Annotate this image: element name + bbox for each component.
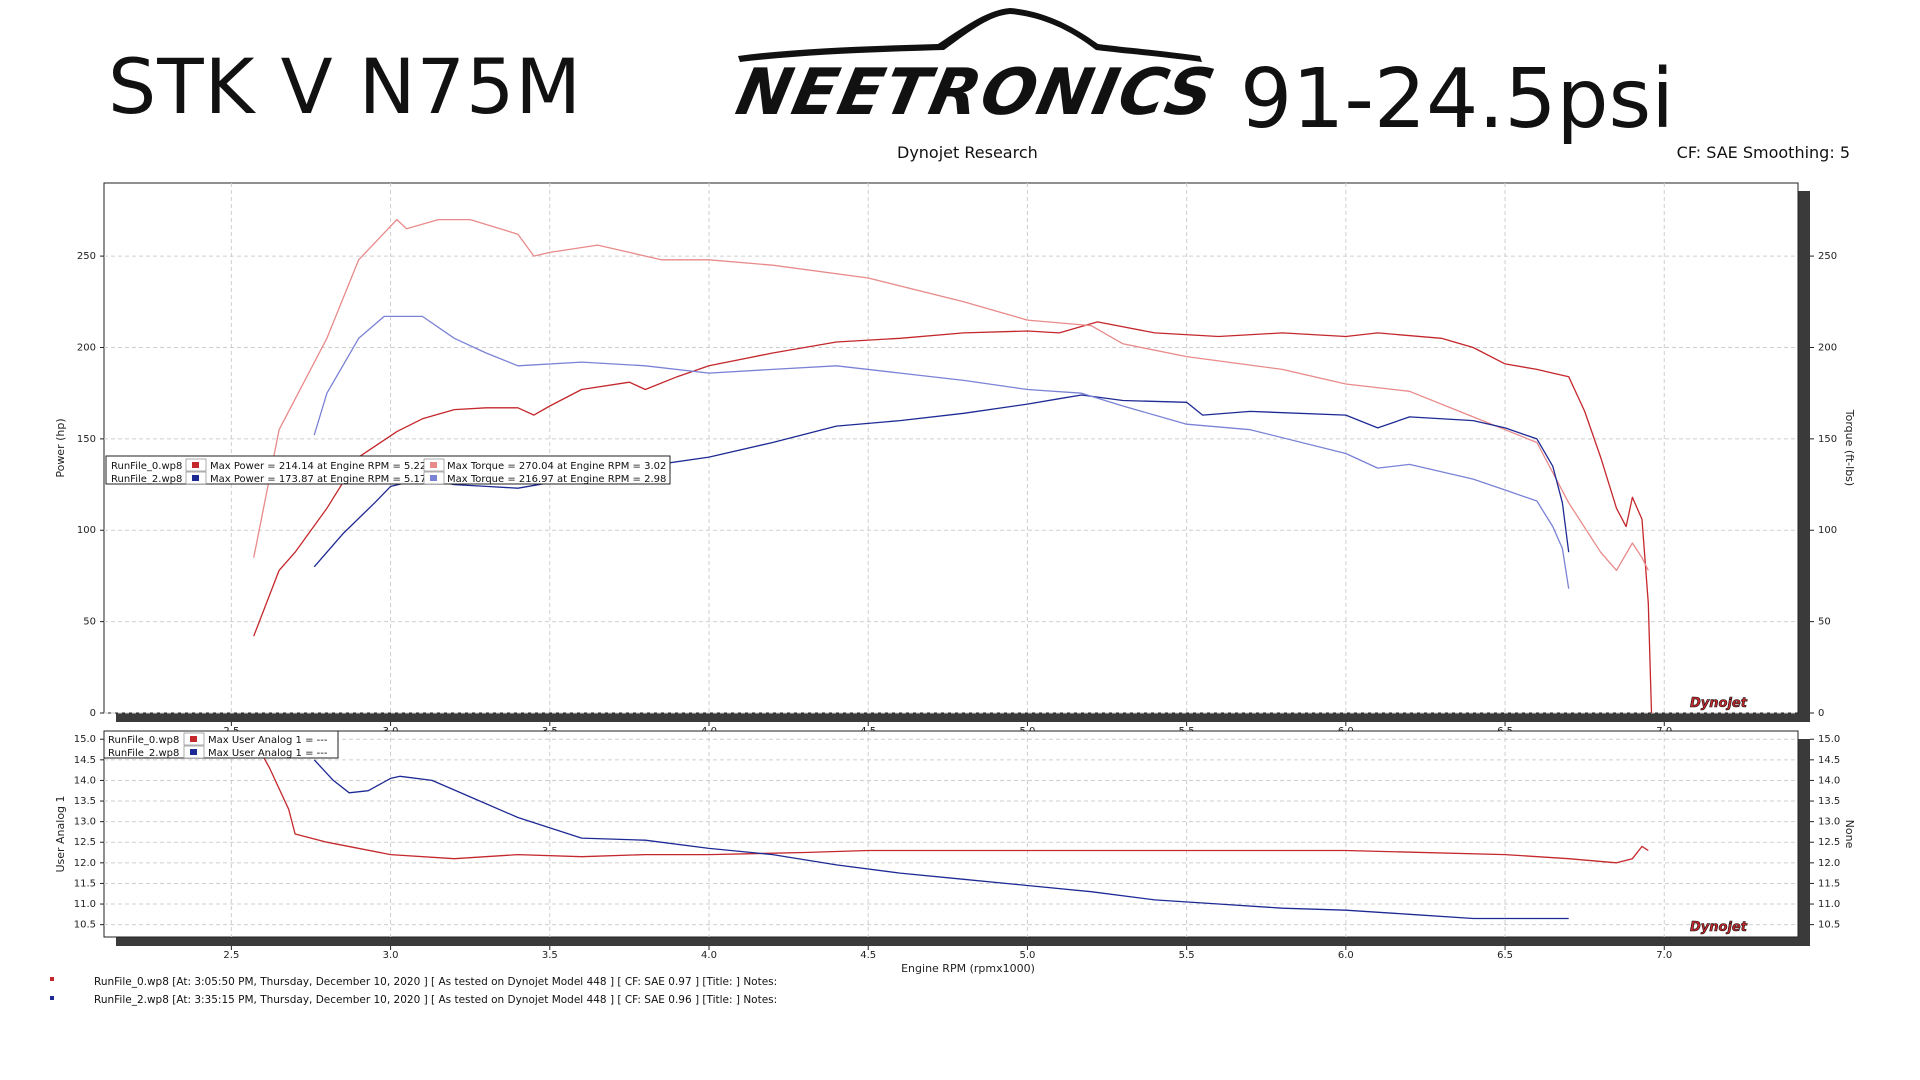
y-axis-label: User Analog 1	[54, 795, 67, 872]
series-line-runfile0-power	[253, 321, 1653, 714]
legend-analog-swatch	[190, 749, 197, 755]
y-axis-label-right: None	[1843, 820, 1856, 849]
footer-run2: RunFile_2.wp8 [At: 3:35:15 PM, Thursday,…	[94, 994, 778, 1006]
y-axis-label: Power (hp)	[54, 418, 67, 477]
y-tick-label-right: 13.0	[1818, 817, 1840, 828]
y-tick-label-right: 100	[1818, 525, 1837, 536]
legend-file-name: RunFile_2.wp8	[111, 474, 182, 485]
cf-smoothing-label: CF: SAE Smoothing: 5	[1676, 143, 1850, 162]
y-tick-label: 14.0	[74, 775, 96, 786]
legend-torque-swatch	[430, 462, 437, 468]
x-tick-label: 4.0	[701, 950, 717, 961]
footer-run0: RunFile_0.wp8 [At: 3:05:50 PM, Thursday,…	[94, 976, 778, 988]
y-tick-label: 15.0	[74, 734, 96, 745]
x-tick-label: 6.0	[1338, 950, 1354, 961]
y-tick-label-right: 12.0	[1818, 858, 1840, 869]
legend-max-torque: Max Torque = 216.97 at Engine RPM = 2.98	[447, 474, 666, 485]
y-tick-label: 13.5	[74, 796, 96, 807]
x-tick-label: 5.5	[1179, 950, 1195, 961]
x-tick-label: 3.0	[383, 950, 399, 961]
plot-area	[103, 182, 1799, 714]
y-tick-label-right: 11.5	[1818, 878, 1840, 889]
series-line-runfile2-power	[313, 394, 1570, 568]
y-tick-label-right: 10.5	[1818, 920, 1840, 931]
y-tick-label: 13.0	[74, 817, 96, 828]
legend-max-power: Max Power = 173.87 at Engine RPM = 5.17	[210, 474, 426, 485]
run0-color-dot	[50, 977, 54, 981]
legend-file-name: RunFile_0.wp8	[108, 735, 179, 746]
plot-area	[103, 730, 1799, 938]
x-axis-label: Engine RPM (rpmx1000)	[901, 962, 1035, 975]
chart-subtitle: Dynojet Research	[897, 143, 1038, 162]
y-tick-label: 11.0	[74, 899, 96, 910]
y-axis-label-right: Torque (ft-lbs)	[1843, 409, 1856, 486]
x-tick-label: 6.5	[1497, 950, 1513, 961]
y-tick-label: 50	[83, 617, 96, 628]
x-tick-label: 5.0	[1019, 950, 1035, 961]
legend-torque-swatch	[430, 475, 437, 481]
analog-legend: RunFile_0.wp8 Max User Analog 1 = --- RunF…	[103, 730, 339, 759]
x-tick-label: 3.5	[542, 950, 558, 961]
series-line-runfile0-torque	[253, 218, 1649, 572]
series-line-runfile2-torque	[313, 315, 1570, 589]
legend-power-swatch	[192, 475, 199, 481]
y-tick-label: 200	[77, 342, 96, 353]
run2-color-dot	[50, 996, 54, 1000]
y-tick-label-right: 50	[1818, 617, 1831, 628]
y-tick-label: 10.5	[74, 920, 96, 931]
y-tick-label: 14.5	[74, 755, 96, 766]
y-tick-label: 0	[90, 708, 96, 719]
y-tick-label-right: 250	[1818, 251, 1837, 262]
y-tick-label-right: 150	[1818, 434, 1837, 445]
x-tick-label: 2.5	[223, 950, 239, 961]
legend-max-power: Max Power = 214.14 at Engine RPM = 5.22	[210, 461, 426, 472]
legend-max-analog: Max User Analog 1 = ---	[208, 735, 328, 746]
dyno-title-left: STK V N75M	[108, 42, 582, 131]
dynojet-logo: Dynojet	[1690, 696, 1748, 711]
y-tick-label: 11.5	[74, 878, 96, 889]
y-tick-label-right: 15.0	[1818, 734, 1840, 745]
y-tick-label: 150	[77, 434, 96, 445]
y-tick-label-right: 13.5	[1818, 796, 1840, 807]
power-torque-legend: RunFile_0.wp8 Max Power = 214.14 at Engin…	[105, 455, 671, 485]
y-tick-label-right: 200	[1818, 342, 1837, 353]
panel-1: 2.5 3.0 3.5 4.0 4.5 5.0 5.5 6.0 6.5 7.0 10.5 10.5 11…	[54, 730, 1856, 961]
y-tick-label: 12.0	[74, 858, 96, 869]
y-tick-label: 100	[77, 525, 96, 536]
legend-max-analog: Max User Analog 1 = ---	[208, 748, 328, 759]
y-tick-label: 12.5	[74, 837, 96, 848]
x-tick-label: 4.5	[860, 950, 876, 961]
legend-power-swatch	[192, 462, 199, 468]
x-tick-label: 7.0	[1656, 950, 1672, 961]
y-tick-label-right: 14.0	[1818, 775, 1840, 786]
dynojet-logo: Dynojet	[1690, 920, 1748, 935]
y-tick-label-right: 11.0	[1818, 899, 1840, 910]
legend-file-name: RunFile_0.wp8	[111, 461, 182, 472]
dyno-title-right: 91-24.5psi	[1240, 52, 1675, 147]
legend-max-torque: Max Torque = 270.04 at Engine RPM = 3.02	[447, 461, 666, 472]
series-line-runfile2-analog	[313, 759, 1569, 920]
y-tick-label: 250	[77, 251, 96, 262]
y-tick-label-right: 0	[1818, 708, 1824, 719]
y-tick-label-right: 12.5	[1818, 837, 1840, 848]
legend-file-name: RunFile_2.wp8	[108, 748, 179, 759]
neetronics-logo: NEETRONICS	[730, 4, 1222, 130]
car-silhouette-icon	[738, 8, 1202, 62]
y-tick-label-right: 14.5	[1818, 755, 1840, 766]
legend-analog-swatch	[190, 736, 197, 742]
